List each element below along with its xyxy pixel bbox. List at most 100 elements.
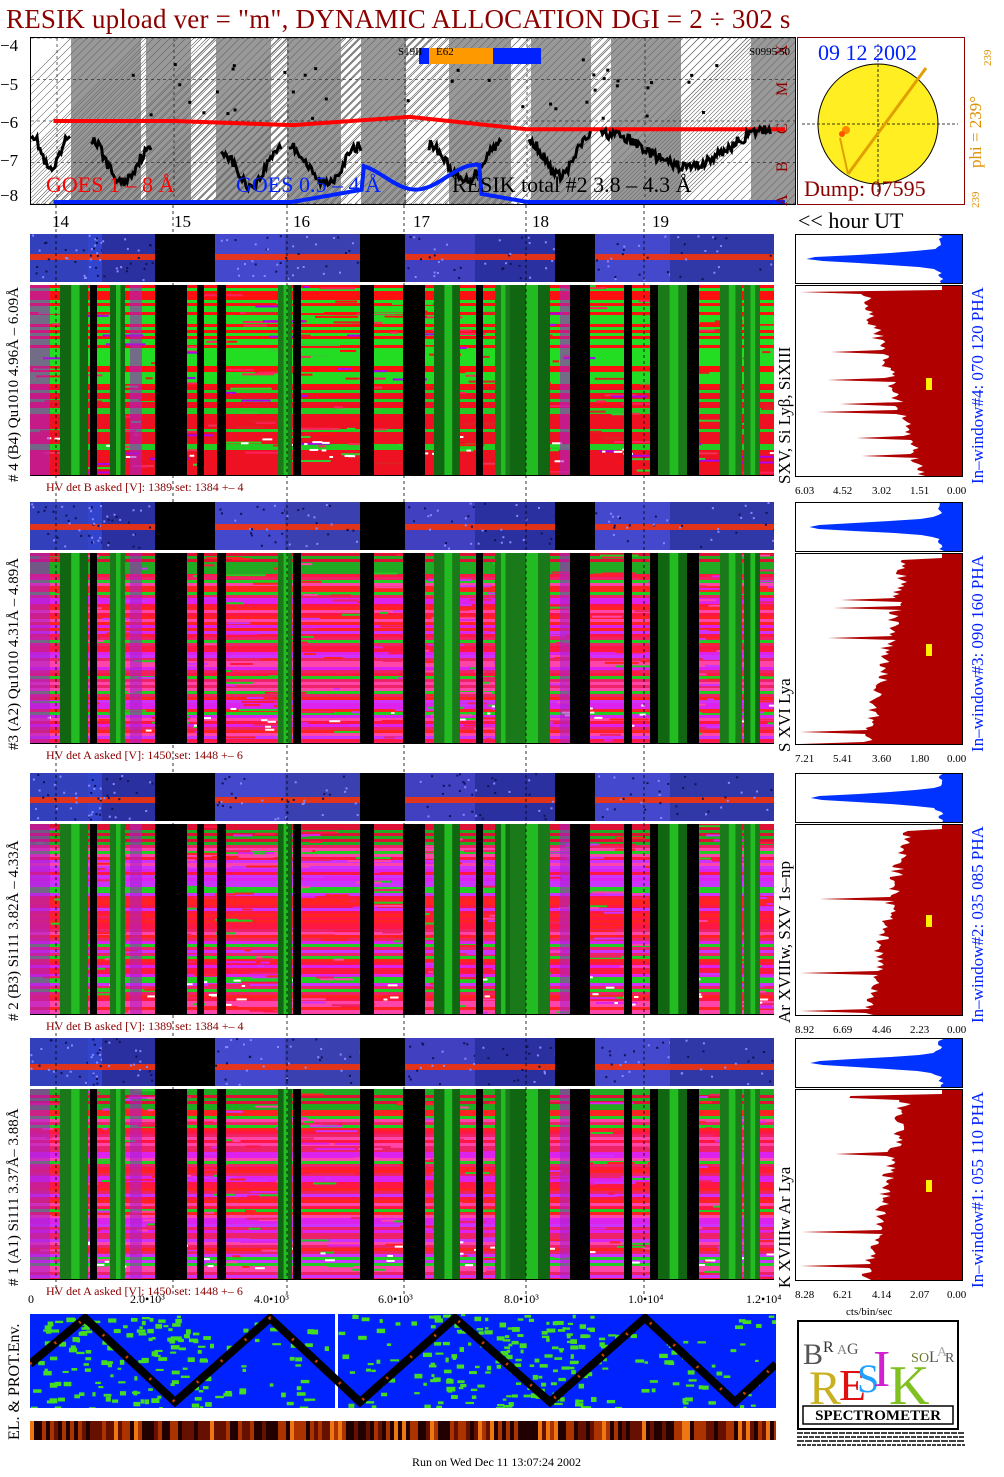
window-left-label: #3 (A2) Qu1010 4.31Å – 4.89Å (6, 557, 22, 750)
hist-tick-label: 0.00 (947, 485, 967, 497)
sun-panel (797, 37, 965, 205)
strip-image (30, 234, 774, 282)
sun-date: 09 12 2002 (818, 40, 917, 65)
hist-tick-label: 0.00 (947, 1289, 967, 1301)
hv-label: HV det B asked [V]: 1389 set: 1384 +– 4 (46, 1019, 244, 1033)
sun-phi-top: 239 (982, 49, 994, 67)
series-resik-total (599, 123, 772, 175)
strip-image (30, 773, 774, 821)
spectrum-hist-graphic (800, 286, 962, 476)
window-1-spectrogram (30, 1089, 774, 1280)
svg-text:E: E (839, 1361, 866, 1410)
logo-fineprint-lines (797, 1432, 965, 1446)
spectrum-hist-graphic (800, 825, 962, 1015)
window-right-label: In–window#1: 055 110 PHA (968, 1091, 987, 1288)
series-resik-total (527, 130, 592, 185)
count-axis-label: 0 (28, 1292, 34, 1306)
hist-tick-label: 4.52 (833, 485, 853, 497)
hv-label: HV det A asked [V]: 1450 set: 1448 +– 6 (46, 1284, 243, 1298)
hist-tick-label: 1.51 (910, 485, 930, 497)
svg-text:I: I (873, 1341, 890, 1398)
count-axis-label: 6.0•10³ (378, 1292, 413, 1306)
logo-fineprint (797, 1430, 967, 1450)
small-hist-graphic (806, 235, 962, 283)
window-3-strip (30, 502, 774, 550)
goes-ytick: −4 (0, 36, 19, 55)
spectrogram-image (30, 1089, 774, 1279)
svg-text:G: G (847, 1341, 859, 1358)
goes-class-letter: A (774, 194, 791, 206)
resik-logo: B R A G S O L A R R E S I K SPECTROMETER (797, 1320, 959, 1430)
count-axis-label: 1.2•10⁴ (746, 1292, 782, 1306)
hist-tick-label: 7.21 (795, 753, 815, 765)
legend-goes-1-8: GOES 1 – 8 Å (46, 172, 175, 197)
svg-text:O: O (919, 1351, 929, 1366)
hour-label: 15 (174, 212, 191, 231)
hist-tick-label: 2.23 (910, 1024, 930, 1036)
goes-ytick: −7 (0, 151, 19, 170)
series-goes-05-4 (53, 162, 785, 204)
series-resik-total (288, 140, 363, 191)
window-right-label: In–window#4: 070 120 PHA (968, 287, 987, 484)
window-spectrum-hist (795, 1089, 963, 1281)
legend-goes-05-4: GOES 0.5 – 4 Å (236, 172, 381, 197)
marker-right: S0995 (749, 46, 778, 58)
hour-label: 17 (413, 212, 430, 231)
series-resik-total (90, 137, 153, 188)
goes-chart (31, 38, 795, 204)
window-line-label: K XVIIIw Ar Lya (775, 1166, 794, 1288)
env-strip (30, 1421, 776, 1440)
spectrogram-image (30, 824, 774, 1014)
window-line-label: Ar XVIIIw, SXV 1s–np (775, 861, 794, 1023)
goes-class-letter: B (774, 161, 791, 172)
hist-tick-label: 0.00 (947, 1024, 967, 1036)
window-left-label: # 2 (B3) Si111 3.82Å – 4.33Å (6, 840, 22, 1021)
spectrogram-image (30, 553, 774, 743)
hour-label: 19 (652, 212, 669, 231)
window-spectrum-hist (795, 824, 963, 1016)
spectrum-hist-graphic (800, 554, 962, 744)
window-2-spectrogram (30, 824, 774, 1015)
window-pha-small-hist (795, 234, 963, 284)
sun-disk-chart (802, 44, 958, 198)
series-goes-1-8 (53, 114, 785, 132)
window-right-label: In–window#3: 090 160 PHA (968, 555, 987, 752)
sun-dump: Dump: 07595 (804, 176, 926, 201)
window-pha-small-hist (795, 773, 963, 823)
footer-run-date: Run on Wed Dec 11 13:07:24 2002 (412, 1455, 582, 1469)
window-spectrum-hist (795, 285, 963, 477)
hist-tick-label: 6.21 (833, 1289, 853, 1301)
hist-tick-label: 6.03 (795, 485, 815, 497)
hist-tick-label: 8.28 (795, 1289, 815, 1301)
window-left-label: # 4 (B4) Qu1010 4.96Å – 6.09Å (6, 287, 22, 482)
small-hist-graphic (810, 774, 962, 822)
window-4-strip (30, 234, 774, 282)
hour-label: 18 (532, 212, 549, 231)
env-chart (30, 1314, 776, 1408)
strip-image (30, 1038, 774, 1086)
window-pha-small-hist (795, 1038, 963, 1088)
hist-tick-label: 3.02 (872, 485, 892, 497)
goes-class-letter: C (774, 123, 791, 134)
window-left-label: # 1 (A1) Si111 3.37Å– 3.88Å (6, 1108, 22, 1286)
page-title: RESIK upload ver = "m", DYNAMIC ALLOCATI… (6, 4, 791, 34)
window-pha-small-hist (795, 502, 963, 552)
hour-label: 16 (293, 212, 310, 231)
sun-phi-bottom: 239 (970, 191, 982, 209)
marker-mid: E62 (436, 46, 454, 58)
svg-text:L: L (929, 1349, 939, 1366)
hist-tick-label: 4.14 (872, 1289, 892, 1301)
hist-tick-label: 1.80 (910, 753, 930, 765)
window-4-spectrogram (30, 285, 774, 476)
svg-text:R: R (823, 1339, 834, 1356)
marker-left: S19II (398, 46, 423, 58)
sun-phi: phi = 239° (966, 95, 985, 168)
small-hist-graphic (810, 1039, 962, 1087)
marker-right-extra: 50 (779, 46, 790, 58)
goes-ytick: −5 (0, 75, 19, 94)
svg-text:A: A (837, 1343, 848, 1358)
hist-tick-label: 3.60 (872, 753, 892, 765)
goes-ytick: −6 (0, 113, 19, 132)
window-spectrum-hist (795, 553, 963, 745)
window-line-label: SXV, Si Lyβ, SiXIII (775, 346, 794, 484)
